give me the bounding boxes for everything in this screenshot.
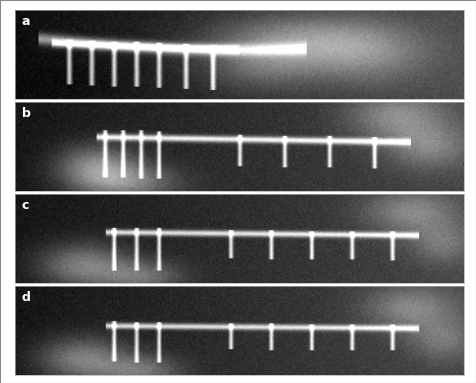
Text: b: b <box>22 107 31 120</box>
Text: d: d <box>22 291 31 304</box>
Text: a: a <box>22 15 30 28</box>
Text: c: c <box>22 199 30 212</box>
